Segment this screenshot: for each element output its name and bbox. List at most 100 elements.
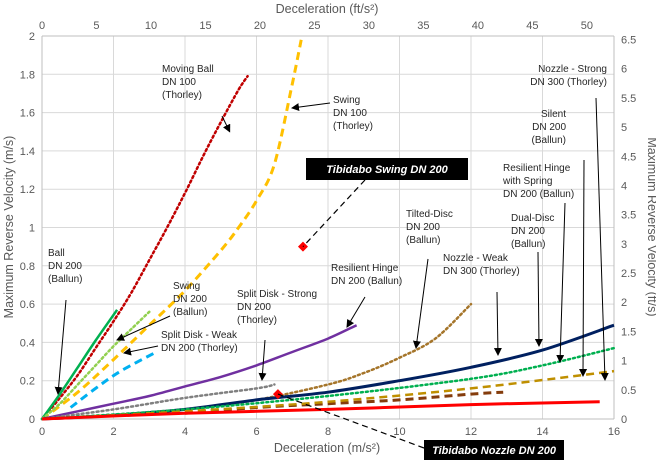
annotation-line: DN 200 (Thorley) <box>161 343 238 354</box>
annotation-arrow-nozzle-weak <box>493 291 502 356</box>
annotation-arrow-split-disk-strong <box>258 339 267 381</box>
x-tick-label: 14 <box>536 426 548 438</box>
annotation-swing-dn100: Swing DN 100 (Thorley) <box>333 95 373 132</box>
annotation-line: DN 200 <box>237 302 271 313</box>
y2-tick-label: 3.5 <box>621 210 636 222</box>
annotation-arrow-silent <box>579 159 588 377</box>
annotation-swing-dn200: Swing DN 200 (Ballun) <box>173 281 207 318</box>
y-axis-title-left: Maximum Reverse Velocity (m/s) <box>2 136 16 319</box>
x-tick-label: 0 <box>39 426 45 438</box>
annotation-line: Swing <box>333 95 360 106</box>
annotation-arrow-ball-dn200 <box>54 299 67 395</box>
callout-box-tibidabo-nozzle <box>424 440 564 460</box>
annotation-line: (Ballun) <box>48 274 82 285</box>
annotation-line: DN 200 <box>173 294 207 305</box>
annotation-arrow-nozzle-strong <box>595 97 609 381</box>
annotation-arrow-tilted-disc <box>412 258 429 349</box>
x2-tick-label: 5 <box>93 20 99 32</box>
series-line-nozzle-weak <box>184 390 504 415</box>
annotation-moving-ball: Moving Ball DN 100 (Thorley) <box>162 64 214 101</box>
y-tick-label: 2 <box>29 31 35 43</box>
callout-box-tibidabo-swing <box>306 158 468 180</box>
annotation-line: DN 300 (Thorley) <box>443 266 520 277</box>
x2-tick-label: 30 <box>363 20 375 32</box>
annotation-arrow-resilient-hinge <box>346 296 366 328</box>
x2-tick-label: 0 <box>39 20 45 32</box>
series-line-split-disk-strong <box>40 383 276 421</box>
y-tick-label: 1 <box>29 223 35 235</box>
annotation-dual-disc: Dual-Disc DN 200 (Ballun) <box>511 213 554 250</box>
y-tick-label: 1.4 <box>20 146 35 158</box>
annotation-nozzle-weak: Nozzle - Weak DN 300 (Thorley) <box>443 253 520 277</box>
annotation-arrow-split-disk-weak <box>123 345 159 356</box>
annotation-silent: Silent DN 200 (Ballun) <box>532 109 567 146</box>
annotation-ball-dn200: Ball DN 200 (Ballun) <box>48 248 82 285</box>
series-line-ball-dn200 <box>40 309 119 420</box>
annotation-line: Dual-Disc <box>511 213 554 224</box>
series-line-moving-ball <box>40 74 249 421</box>
annotation-arrow-swing-dn200 <box>116 315 171 341</box>
x2-tick-label: 35 <box>417 20 429 32</box>
annotation-arrow-swing-dn100 <box>291 102 331 112</box>
x2-tick-label: 40 <box>472 20 484 32</box>
y2-tick-label: 4.5 <box>621 151 636 163</box>
annotation-arrow-dual-disc <box>534 251 543 347</box>
y-tick-label: 1.8 <box>20 69 35 81</box>
callout-label-tibidabo-nozzle: Tibidabo Nozzle DN 200 <box>432 445 557 457</box>
y2-tick-label: 6.5 <box>621 35 636 47</box>
x-tick-label: 16 <box>608 426 620 438</box>
annotation-line: (Ballun) <box>406 235 440 246</box>
annotation-line: DN 100 <box>333 108 367 119</box>
annotation-line: Swing <box>173 281 200 292</box>
y-tick-label: 0 <box>29 414 35 426</box>
annotation-line: with Spring <box>502 176 552 187</box>
y2-tick-label: 3 <box>621 239 627 251</box>
annotation-split-disk-strong: Split Disk - Strong DN 200 (Thorley) <box>237 289 317 326</box>
y2-tick-label: 4 <box>621 180 627 192</box>
y2-tick-label: 2 <box>621 297 627 309</box>
y2-tick-label: 0.5 <box>621 385 636 397</box>
annotation-line: Moving Ball <box>162 64 214 75</box>
axes: 0 2 4 6 8 10 12 14 1600.20.40.60.811.21.41.61.82… <box>20 20 637 438</box>
annotation-line: DN 200 <box>532 122 566 133</box>
x2-tick-label: 25 <box>308 20 320 32</box>
y2-tick-label: 2.5 <box>621 268 636 280</box>
series-lines <box>40 39 616 421</box>
annotation-line: (Thorley) <box>333 121 373 132</box>
y2-tick-label: 1 <box>621 356 627 368</box>
x-axis-title-top: Deceleration (ft/s²) <box>276 2 379 16</box>
annotation-resilient-hinge: Resilient Hinge DN 200 (Ballun) <box>331 263 402 287</box>
annotation-nozzle-strong: Nozzle - Strong DN 300 (Thorley) <box>530 64 607 88</box>
annotation-line: (Ballun) <box>173 307 207 318</box>
annotation-line: Resilient Hinge <box>331 263 399 274</box>
annotation-arrow-moving-ball <box>221 115 231 133</box>
y2-tick-label: 0 <box>621 414 627 426</box>
annotation-line: DN 200 <box>511 226 545 237</box>
annotation-split-disk-weak: Split Disk - Weak DN 200 (Thorley) <box>161 330 238 354</box>
annotation-line: Tilted-Disc <box>406 209 453 220</box>
annotation-line: DN 200 <box>406 222 440 233</box>
x-tick-label: 2 <box>110 426 116 438</box>
annotation-line: Nozzle - Strong <box>538 64 607 75</box>
x-tick-label: 10 <box>393 426 405 438</box>
annotation-line: (Thorley) <box>162 90 202 101</box>
annotation-line: DN 100 <box>162 77 196 88</box>
series-line-swing-dn100 <box>41 39 303 421</box>
series-line-nozzle-strong <box>41 400 600 421</box>
y2-tick-label: 1.5 <box>621 326 636 338</box>
series-line-swing-dn200 <box>40 310 151 421</box>
x2-tick-label: 15 <box>199 20 211 32</box>
y-tick-label: 1.6 <box>20 108 35 120</box>
x-tick-label: 6 <box>253 426 259 438</box>
callout-leader-tibidabo-nozzle <box>277 393 425 449</box>
callouts: Tibidabo Swing DN 200 Tibidabo Nozzle DN … <box>277 158 564 460</box>
data-points <box>272 241 308 400</box>
x2-tick-label: 45 <box>526 20 538 32</box>
series-line-resilient-hinge-spring <box>40 346 616 421</box>
y2-tick-label: 5.5 <box>621 93 636 105</box>
annotation-arrow-resilient-hinge-spring <box>556 202 566 363</box>
x-axis-title-bottom: Deceleration (m/s²) <box>274 441 380 455</box>
annotation-resilient-hinge-spring: Resilient Hinge with Spring DN 200 (Ballun… <box>502 163 574 200</box>
